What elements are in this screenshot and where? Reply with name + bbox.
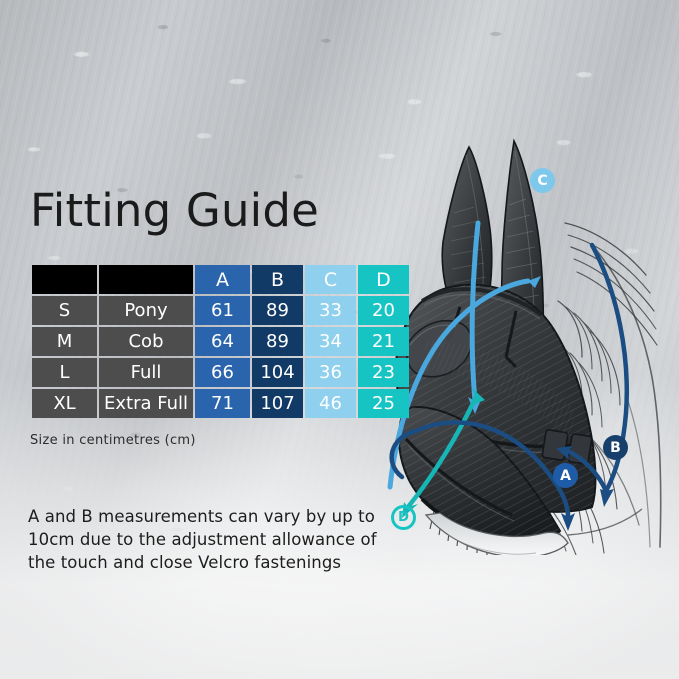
cell-c: 46 xyxy=(305,389,356,418)
horse-muzzle xyxy=(424,512,569,555)
horse-jaw-outline xyxy=(567,508,643,536)
cell-b: 89 xyxy=(252,327,303,356)
horse-fly-mask-illustration xyxy=(330,95,679,555)
cell-size: M xyxy=(32,327,97,356)
horse-ear-left xyxy=(441,145,493,302)
cell-a: 64 xyxy=(195,327,250,356)
cell-a: 61 xyxy=(195,296,250,325)
page-title: Fitting Guide xyxy=(30,184,320,237)
header-col-d: D xyxy=(358,265,409,294)
cell-b: 104 xyxy=(252,358,303,387)
table-row: S Pony 61 89 33 20 xyxy=(32,296,409,325)
cell-a: 66 xyxy=(195,358,250,387)
measure-line-b xyxy=(556,242,629,507)
cell-size: L xyxy=(32,358,97,387)
cell-d: 20 xyxy=(358,296,409,325)
cell-b: 107 xyxy=(252,389,303,418)
cell-a: 71 xyxy=(195,389,250,418)
cell-d: 23 xyxy=(358,358,409,387)
cell-type: Pony xyxy=(99,296,193,325)
units-note: Size in centimetres (cm) xyxy=(30,433,196,448)
header-blank-type xyxy=(99,265,193,294)
cell-c: 36 xyxy=(305,358,356,387)
marker-c: C xyxy=(530,168,555,193)
table-row: M Cob 64 89 34 21 xyxy=(32,327,409,356)
header-blank-size xyxy=(32,265,97,294)
marker-d: D xyxy=(391,505,416,530)
cell-size: S xyxy=(32,296,97,325)
table-header-row: A B C D xyxy=(32,265,409,294)
cell-b: 89 xyxy=(252,296,303,325)
header-col-a: A xyxy=(195,265,250,294)
cell-d: 25 xyxy=(358,389,409,418)
cell-c: 33 xyxy=(305,296,356,325)
measurement-note: A and B measurements can vary by up to 1… xyxy=(28,507,377,572)
marker-a: A xyxy=(553,463,578,488)
measure-line-a xyxy=(389,420,575,531)
marker-b: B xyxy=(603,435,628,460)
cell-size: XL xyxy=(32,389,97,418)
table-row: XL Extra Full 71 107 46 25 xyxy=(32,389,409,418)
size-chart-table: A B C D S Pony 61 89 33 20 M Cob 64 89 3… xyxy=(30,263,411,420)
table-row: L Full 66 104 36 23 xyxy=(32,358,409,387)
header-col-b: B xyxy=(252,265,303,294)
cell-c: 34 xyxy=(305,327,356,356)
cell-d: 21 xyxy=(358,327,409,356)
cell-type: Full xyxy=(99,358,193,387)
cell-type: Cob xyxy=(99,327,193,356)
cell-type: Extra Full xyxy=(99,389,193,418)
fly-mask-nose-extension xyxy=(398,405,562,555)
header-col-c: C xyxy=(305,265,356,294)
